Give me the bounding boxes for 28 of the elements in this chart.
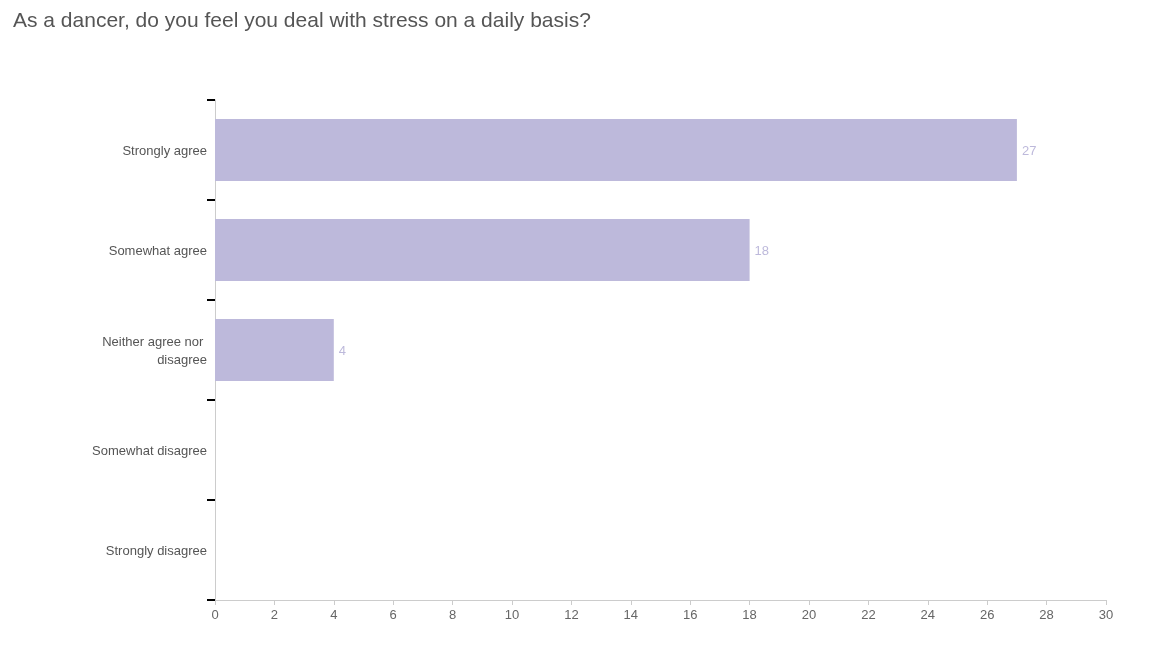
x-tick-label: 0 — [211, 607, 219, 622]
y-tick-label: Somewhat disagree — [92, 442, 207, 458]
x-tick-label: 14 — [623, 607, 639, 622]
x-tick-label: 4 — [330, 607, 338, 622]
bar — [215, 319, 334, 381]
x-tick-label: 12 — [564, 607, 579, 622]
y-tick-label: Neither agree nor disagree — [102, 333, 207, 367]
x-tick-label: 18 — [742, 607, 757, 622]
chart-title: As a dancer, do you feel you deal with stress on a daily basis? — [13, 8, 591, 31]
bar — [215, 119, 1017, 181]
x-tick-label: 26 — [979, 607, 995, 622]
data-label: 27 — [1021, 142, 1037, 158]
x-tick-label: 22 — [861, 607, 876, 622]
x-tick-label: 2 — [270, 607, 279, 622]
y-tick-label: Strongly disagree — [105, 542, 207, 558]
x-tick-label: 10 — [504, 607, 520, 622]
x-tick-label: 8 — [448, 607, 457, 622]
y-tick-label: Strongly agree — [122, 142, 207, 158]
x-tick-label: 20 — [801, 607, 817, 622]
x-tick-label: 28 — [1039, 607, 1054, 622]
data-label: 18 — [754, 242, 770, 258]
y-tick-label: Somewhat agree — [108, 242, 207, 258]
data-label: 4 — [338, 342, 347, 358]
x-tick-label: 30 — [1098, 607, 1114, 622]
x-tick-label: 24 — [920, 607, 936, 622]
x-tick-label: 6 — [389, 607, 397, 622]
x-tick-label: 16 — [682, 607, 698, 622]
bar — [215, 219, 750, 281]
